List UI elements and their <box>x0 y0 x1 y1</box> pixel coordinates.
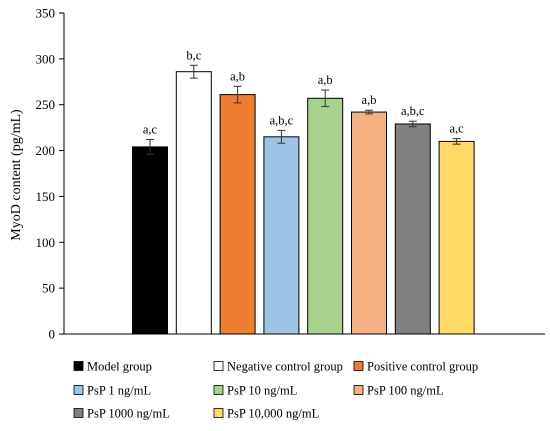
y-tick-label: 50 <box>42 281 55 296</box>
legend-swatch <box>213 361 224 371</box>
legend-label: PsP 10,000 ng/mL <box>227 407 319 421</box>
legend-swatch <box>73 385 84 395</box>
y-tick-label: 300 <box>36 51 56 66</box>
y-tick-label: 200 <box>36 143 56 158</box>
legend-label: Model group <box>87 360 152 374</box>
y-tick-label: 100 <box>36 235 56 250</box>
bar <box>438 140 475 335</box>
data-annotation: a,c <box>143 123 158 137</box>
bars: a,c b,c a,b a,b,c a,b a,b a,b,c a,c <box>132 48 475 335</box>
bar <box>219 94 256 335</box>
data-annotation: a,b,c <box>270 113 294 127</box>
bar <box>394 123 431 335</box>
bar <box>307 97 344 335</box>
legend-swatch <box>213 408 224 418</box>
data-annotation: a,b,c <box>401 104 425 118</box>
legend-swatch <box>353 385 364 395</box>
legend-label: PsP 1000 ng/mL <box>87 407 170 421</box>
legend-swatch <box>73 361 84 371</box>
bar <box>351 111 387 335</box>
data-annotation: a,c <box>449 122 464 136</box>
y-tick-label: 150 <box>36 189 56 204</box>
data-annotation: a,b <box>318 73 333 87</box>
legend-swatch <box>73 408 84 418</box>
y-tick-label: 350 <box>36 6 56 21</box>
data-annotation: b,c <box>186 48 201 62</box>
legend-swatch <box>213 385 224 395</box>
data-annotation: a,b <box>230 69 245 83</box>
y-axis-label: MyoD content (pg/mL) <box>9 109 24 241</box>
data-annotation: a,b <box>362 93 377 107</box>
legend-swatch <box>353 361 364 371</box>
legend-label: Positive control group <box>367 360 478 374</box>
legend-label: PsP 100 ng/mL <box>367 384 444 398</box>
legend-label: PsP 1 ng/mL <box>87 384 151 398</box>
legend: Model group Negative control group Positiv… <box>73 360 478 421</box>
legend-label: Negative control group <box>227 360 343 374</box>
y-tick-label: 250 <box>36 97 56 112</box>
bar <box>175 71 212 335</box>
bar <box>132 146 168 335</box>
bar <box>263 136 300 335</box>
legend-label: PsP 10 ng/mL <box>227 384 297 398</box>
y-tick-label: 0 <box>49 327 56 342</box>
